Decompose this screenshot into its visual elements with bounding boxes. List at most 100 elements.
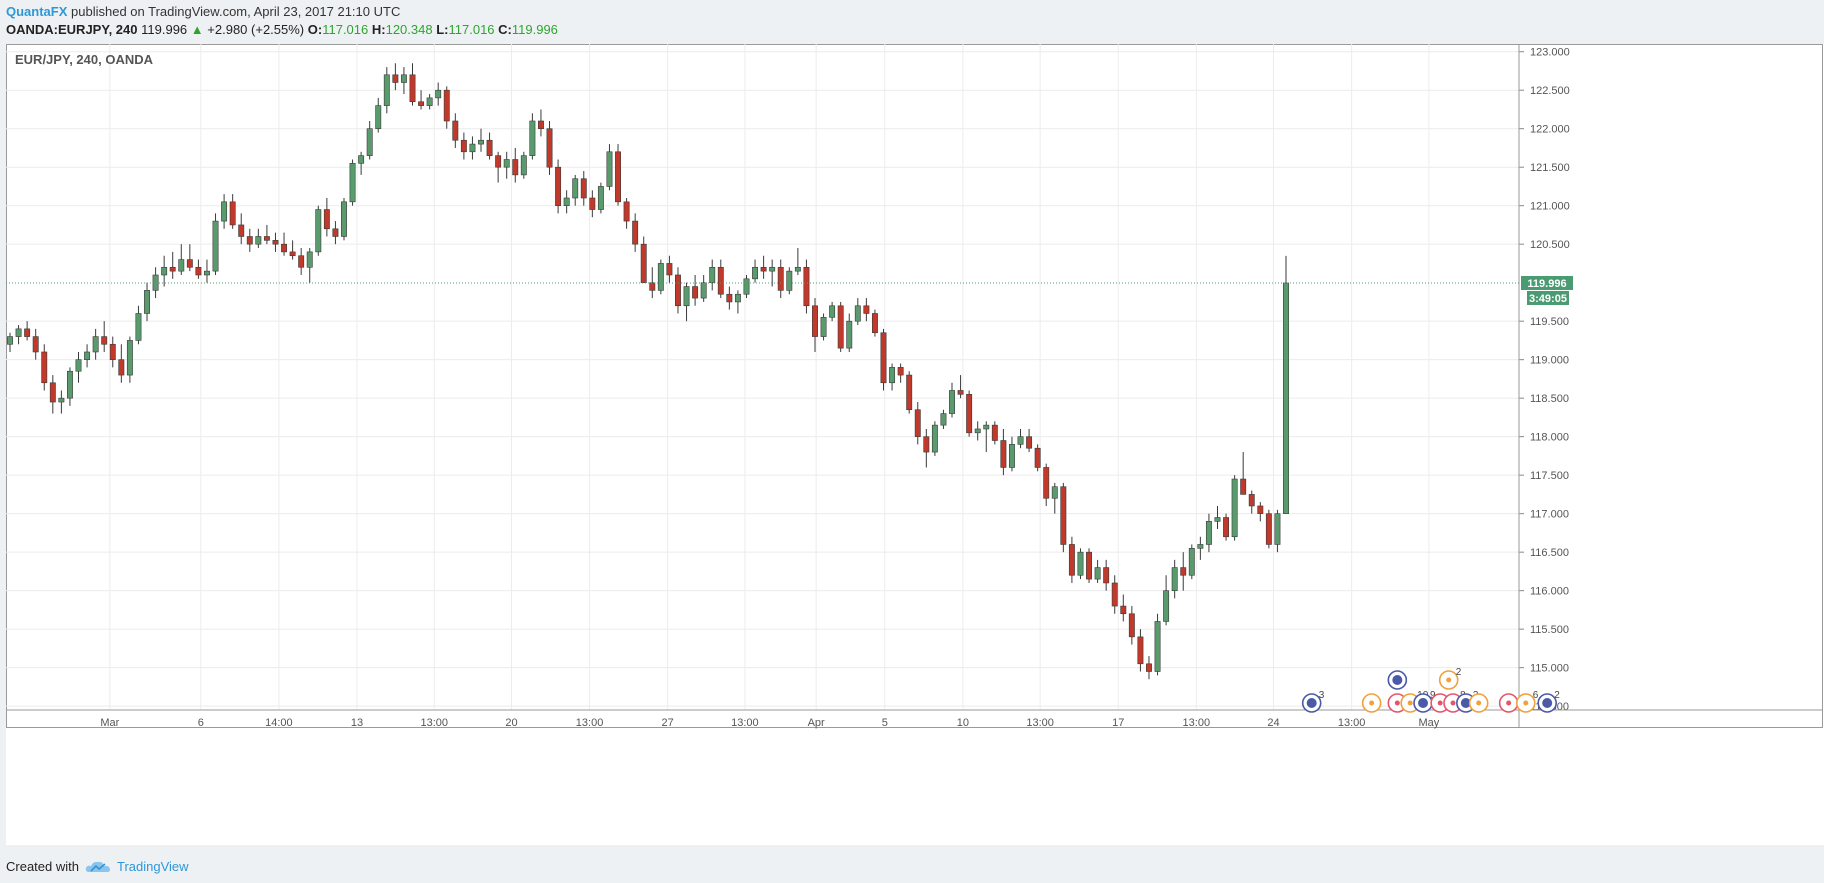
candle-body bbox=[1274, 513, 1281, 545]
y-tick-label: 118.500 bbox=[1530, 393, 1569, 405]
candle-down bbox=[1120, 594, 1127, 622]
candle-body bbox=[512, 159, 519, 176]
candle-up bbox=[529, 113, 536, 160]
event-marker-dot bbox=[1306, 698, 1317, 708]
event-count-label: 2 bbox=[1554, 690, 1560, 701]
candle-up bbox=[606, 144, 613, 191]
candle-down bbox=[1060, 482, 1067, 553]
candle-body bbox=[1111, 582, 1118, 607]
close-label: C: bbox=[498, 22, 512, 37]
candle-up bbox=[931, 421, 938, 456]
candle-down bbox=[298, 248, 305, 275]
candle-body bbox=[161, 266, 168, 276]
candle-up bbox=[161, 255, 168, 287]
event-marker: 2 bbox=[1438, 667, 1462, 690]
candle-down bbox=[906, 371, 913, 414]
candle-body bbox=[469, 143, 476, 153]
chart-frame[interactable]: 123.000 122.500 122.000 121.500 121.000 120.5… bbox=[6, 44, 1824, 845]
candle-down bbox=[101, 321, 108, 352]
candle-body bbox=[144, 290, 150, 314]
countdown-label: 3:49:05 bbox=[1529, 293, 1567, 305]
candle-up bbox=[341, 197, 347, 241]
candle-body bbox=[383, 74, 390, 106]
candle-down bbox=[1265, 509, 1272, 549]
candle-up bbox=[383, 67, 390, 114]
candle-down bbox=[495, 151, 502, 183]
candle-body bbox=[786, 270, 793, 291]
close-value: 119.996 bbox=[511, 22, 558, 37]
open-label: O: bbox=[307, 22, 323, 37]
candle-up bbox=[700, 274, 707, 302]
candle-body bbox=[1231, 478, 1238, 538]
candle-body bbox=[246, 236, 253, 245]
x-tick-label: 10 bbox=[957, 717, 969, 729]
chart-title: EUR/JPY, 240, OANDA bbox=[15, 52, 153, 67]
candle-up bbox=[1231, 475, 1238, 541]
event-count-label: 6 bbox=[1533, 690, 1539, 701]
candlestick-chart[interactable]: 123.000 122.500 122.000 121.500 121.000 120.5… bbox=[6, 44, 1824, 845]
candle-body bbox=[443, 89, 450, 122]
candle-up bbox=[983, 421, 990, 453]
candle-down bbox=[914, 402, 921, 445]
tradingview-link[interactable]: TradingView bbox=[116, 859, 189, 874]
y-tick-label: 122.000 bbox=[1530, 124, 1570, 136]
high-value: 120.348 bbox=[385, 22, 433, 37]
x-tick-label: 13:00 bbox=[420, 717, 448, 729]
candle-body bbox=[1043, 467, 1050, 499]
candle-body bbox=[315, 209, 322, 253]
candle-body bbox=[75, 359, 82, 372]
candle-body bbox=[837, 305, 844, 349]
x-tick-label: 24 bbox=[1267, 717, 1279, 729]
candle-body bbox=[186, 259, 193, 268]
candle-down bbox=[118, 344, 125, 383]
candle-down bbox=[323, 197, 330, 237]
candle-body bbox=[1017, 436, 1024, 445]
candle-body bbox=[24, 328, 31, 337]
candle-body bbox=[717, 266, 724, 295]
candle-down bbox=[1034, 444, 1041, 472]
candle-body bbox=[298, 255, 305, 268]
candle-down bbox=[760, 255, 767, 279]
event-marker bbox=[1498, 693, 1519, 713]
candle-down bbox=[392, 63, 399, 91]
publisher-name[interactable]: QuantaFX bbox=[6, 4, 68, 19]
y-tick-label: 121.500 bbox=[1530, 162, 1570, 174]
candle-body bbox=[1283, 282, 1289, 514]
candle-body bbox=[1128, 613, 1135, 638]
candle-body bbox=[752, 266, 759, 280]
candle-up bbox=[66, 367, 73, 406]
candle-body bbox=[478, 139, 484, 145]
candle-body bbox=[880, 332, 887, 384]
x-tick-label: 6 bbox=[198, 717, 204, 729]
candle-body bbox=[1180, 567, 1187, 576]
candle-body bbox=[529, 120, 536, 156]
candle-body bbox=[923, 436, 930, 453]
published-text: published on TradingView.com, April 23, … bbox=[71, 4, 401, 19]
candle-up bbox=[974, 421, 981, 441]
event-marker-dot bbox=[1523, 700, 1529, 706]
candle-up bbox=[349, 159, 356, 206]
candle-down bbox=[632, 213, 639, 252]
candle-down bbox=[272, 232, 279, 252]
candle-body bbox=[897, 367, 904, 376]
candle-body bbox=[1197, 544, 1204, 549]
candle-down bbox=[1086, 548, 1092, 583]
candle-up bbox=[1077, 548, 1084, 580]
candle-down bbox=[1240, 452, 1247, 495]
last-price-label: 119.996 bbox=[1527, 278, 1566, 290]
candle-down bbox=[452, 113, 459, 148]
candle-body bbox=[709, 266, 716, 283]
plot-border bbox=[6, 44, 1823, 728]
candle-down bbox=[966, 390, 973, 437]
candle-up bbox=[1197, 536, 1204, 560]
event-marker bbox=[1361, 693, 1382, 713]
candle-body bbox=[460, 139, 467, 153]
x-tick-label: 13:00 bbox=[1183, 717, 1211, 729]
candle-up bbox=[846, 313, 853, 352]
candle-down bbox=[546, 120, 553, 175]
candle-body bbox=[812, 305, 818, 337]
x-tick-label: 27 bbox=[662, 717, 674, 729]
candle-down bbox=[289, 240, 296, 260]
event-marker-dot bbox=[1476, 700, 1482, 706]
candle-up bbox=[255, 228, 262, 249]
